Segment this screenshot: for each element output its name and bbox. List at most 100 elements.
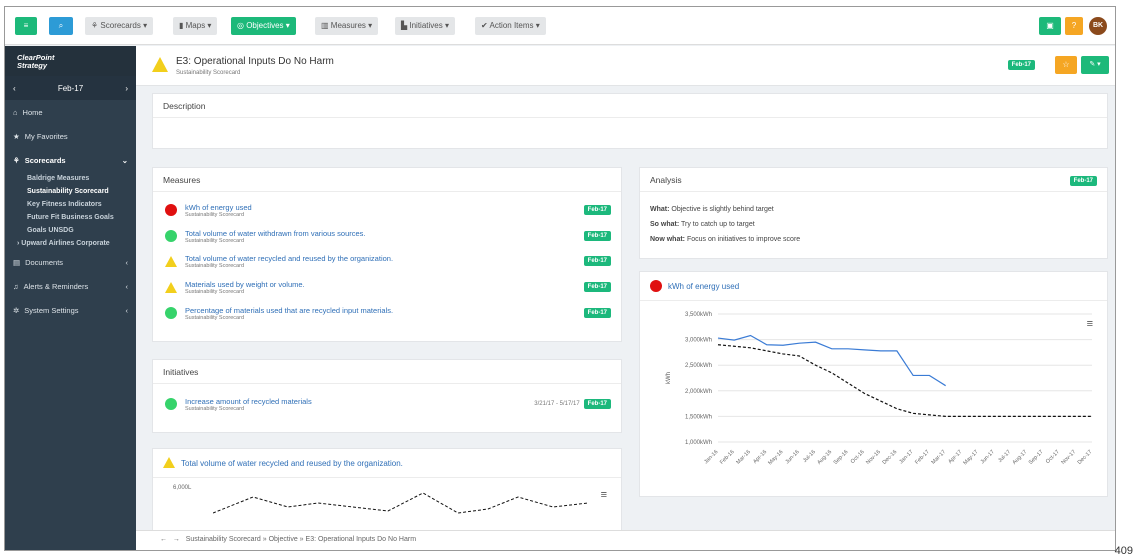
scorecards-menu[interactable]: ⚘ Scorecards ▾ xyxy=(85,17,154,35)
water-chart-ytick: 6,000L xyxy=(173,485,192,491)
y-axis-label: kWh xyxy=(666,372,672,384)
page-number: 409 xyxy=(1114,545,1133,557)
measure-link[interactable]: Total volume of water recycled and reuse… xyxy=(185,253,394,263)
forward-arrow-icon[interactable]: → xyxy=(172,536,180,543)
y-tick-label: 1,000kWh xyxy=(685,440,712,446)
x-tick-label: Apr-16 xyxy=(752,449,768,465)
initiative-link[interactable]: Increase amount of recycled materials xyxy=(185,396,312,406)
sidebar-item-home[interactable]: ⌂ Home xyxy=(5,100,136,124)
chevron-left-icon: ‹ xyxy=(125,281,129,291)
x-tick-label: Dec-16 xyxy=(882,449,899,466)
analysis-body: What: Objective is slightly behind targe… xyxy=(650,202,800,247)
list-item[interactable]: Percentage of materials used that are re… xyxy=(163,301,611,325)
x-tick-label: Oct-17 xyxy=(1045,449,1061,465)
x-tick-label: May-17 xyxy=(962,449,979,466)
sidebar-item-documents[interactable]: ▤ Documents ‹ xyxy=(5,250,136,274)
measure-link[interactable]: Total volume of water withdrawn from var… xyxy=(185,228,366,238)
measure-scorecard: Sustainability Scorecard xyxy=(185,211,245,218)
measure-link[interactable]: Materials used by weight or volume. xyxy=(185,279,305,289)
hamburger-menu-icon[interactable]: ≡ xyxy=(1086,318,1093,330)
y-tick-label: 2,500kWh xyxy=(685,363,712,369)
help-button[interactable]: ? xyxy=(1065,17,1083,35)
period-selector[interactable]: ‹ Feb-17 › xyxy=(5,76,136,100)
upward-label: Upward Airlines Corporate xyxy=(21,240,110,247)
favorites-label: My Favorites xyxy=(24,131,68,141)
sidebar-item-scorecards[interactable]: ⚘ Scorecards ⌄ xyxy=(5,148,136,172)
sidebar-item-favorites[interactable]: ★ My Favorites xyxy=(5,124,136,148)
x-tick-label: Jun-17 xyxy=(980,449,996,465)
chevron-left-icon[interactable]: ‹ xyxy=(13,83,16,93)
sidebar-item-settings[interactable]: ✲ System Settings ‹ xyxy=(5,298,136,322)
objectives-label: Objectives xyxy=(246,21,284,30)
menu-icon[interactable]: ≡ xyxy=(15,17,37,35)
water-chart-title[interactable]: Total volume of water recycled and reuse… xyxy=(181,459,403,468)
initiative-dates: 3/21/17 - 5/17/17 xyxy=(534,401,580,407)
x-tick-label: Jan-17 xyxy=(898,449,914,465)
avatar[interactable]: BK xyxy=(1089,17,1107,35)
warning-status-icon xyxy=(163,457,175,470)
x-tick-label: Dec-17 xyxy=(1077,449,1094,466)
page-header: E3: Operational Inputs Do No Harm Sustai… xyxy=(136,46,1115,86)
sidebar-subitem[interactable]: Goals UNSDG xyxy=(27,227,74,234)
list-item[interactable]: Total volume of water withdrawn from var… xyxy=(163,224,611,248)
period-badge: Feb-17 xyxy=(1007,60,1035,70)
hamburger-menu-icon[interactable]: ≡ xyxy=(600,489,607,501)
measure-link[interactable]: kWh of energy used xyxy=(185,202,252,212)
list-item[interactable]: kWh of energy used Sustainability Scoreca… xyxy=(163,198,611,222)
x-tick-label: Mar-16 xyxy=(735,449,752,466)
measure-scorecard: Sustainability Scorecard xyxy=(185,262,245,269)
x-tick-label: Aug-16 xyxy=(816,449,833,466)
red-status-icon xyxy=(650,280,662,294)
breadcrumb-text[interactable]: Sustainability Scorecard » Objective » E… xyxy=(185,536,417,543)
measures-card: Measures kWh of energy used Sustainabilit… xyxy=(152,167,622,342)
chevron-right-icon[interactable]: › xyxy=(125,83,128,93)
x-tick-label: Feb-16 xyxy=(719,449,736,466)
x-tick-label: Jul-16 xyxy=(802,449,817,464)
sidebar-subitem[interactable]: Key Fitness Indicators xyxy=(27,201,102,208)
document-icon: ▤ xyxy=(13,257,21,267)
measures-menu[interactable]: ▥ Measures ▾ xyxy=(315,17,379,35)
x-tick-label: Aug-17 xyxy=(1012,449,1029,466)
measure-scorecard: Sustainability Scorecard xyxy=(185,314,245,321)
home-label: Home xyxy=(22,107,43,117)
energy-chart: 3,500kWh 3,000kWh 2,500kWh 2,000kWh 1,500kWh… xyxy=(666,312,1094,466)
list-item[interactable]: Materials used by weight or volume. Susta… xyxy=(163,275,611,299)
analysis-card: Analysis Feb-17 What: Objective is sligh… xyxy=(639,167,1108,259)
measure-scorecard: Sustainability Scorecard xyxy=(185,288,245,295)
star-icon: ★ xyxy=(13,131,20,141)
energy-chart-title[interactable]: kWh of energy used xyxy=(668,282,740,291)
so-what-text: Try to catch up to target xyxy=(681,221,755,228)
x-tick-label: Sep-16 xyxy=(833,449,850,466)
green-status-icon xyxy=(165,398,177,410)
lock-icon[interactable]: ▣ xyxy=(1039,17,1061,35)
objectives-menu[interactable]: ◎ Objectives ▾ xyxy=(231,17,296,35)
sidebar-subitem-upward[interactable]: › Upward Airlines Corporate xyxy=(17,240,110,247)
initiatives-menu[interactable]: ▙ Initiatives ▾ xyxy=(395,17,455,35)
favorite-star-icon[interactable]: ☆ xyxy=(1055,56,1077,74)
measure-link[interactable]: Percentage of materials used that are re… xyxy=(185,305,394,315)
sidebar-subitem-active[interactable]: Sustainability Scorecard xyxy=(27,188,109,195)
page-title: E3: Operational Inputs Do No Harm xyxy=(176,56,334,67)
maps-menu[interactable]: ▮ Maps ▾ xyxy=(173,17,218,35)
search-icon[interactable]: ⌕ xyxy=(49,17,73,35)
breadcrumb: ← → Sustainability Scorecard » Objective… xyxy=(136,530,1115,550)
x-tick-label: Feb-17 xyxy=(914,449,931,466)
warning-status-icon xyxy=(152,57,168,74)
list-item[interactable]: Total volume of water recycled and reuse… xyxy=(163,249,611,273)
back-arrow-icon[interactable]: ← xyxy=(160,536,167,543)
edit-button[interactable]: ✎ ▾ xyxy=(1081,56,1109,74)
sidebar-subitem[interactable]: Future Fit Business Goals xyxy=(27,214,114,221)
home-icon: ⌂ xyxy=(13,107,18,117)
sidebar-item-alerts[interactable]: ♫ Alerts & Reminders ‹ xyxy=(5,274,136,298)
alerts-label: Alerts & Reminders xyxy=(23,281,89,291)
action-items-menu[interactable]: ✔ Action Items ▾ xyxy=(475,17,546,35)
list-item[interactable]: Increase amount of recycled materials Sus… xyxy=(163,392,611,416)
so-what-label: So what: xyxy=(650,221,680,228)
sidebar: ClearPoint Strategy ‹ Feb-17 › ⌂ Home ★ My… xyxy=(5,46,136,550)
actual-series-line xyxy=(717,334,946,387)
sidebar-subitem[interactable]: Baldrige Measures xyxy=(27,175,90,182)
chevron-left-icon: ‹ xyxy=(125,305,129,315)
period-label: Feb-17 xyxy=(57,83,84,93)
green-status-icon xyxy=(165,230,177,242)
initiatives-title: Initiatives xyxy=(153,360,621,384)
